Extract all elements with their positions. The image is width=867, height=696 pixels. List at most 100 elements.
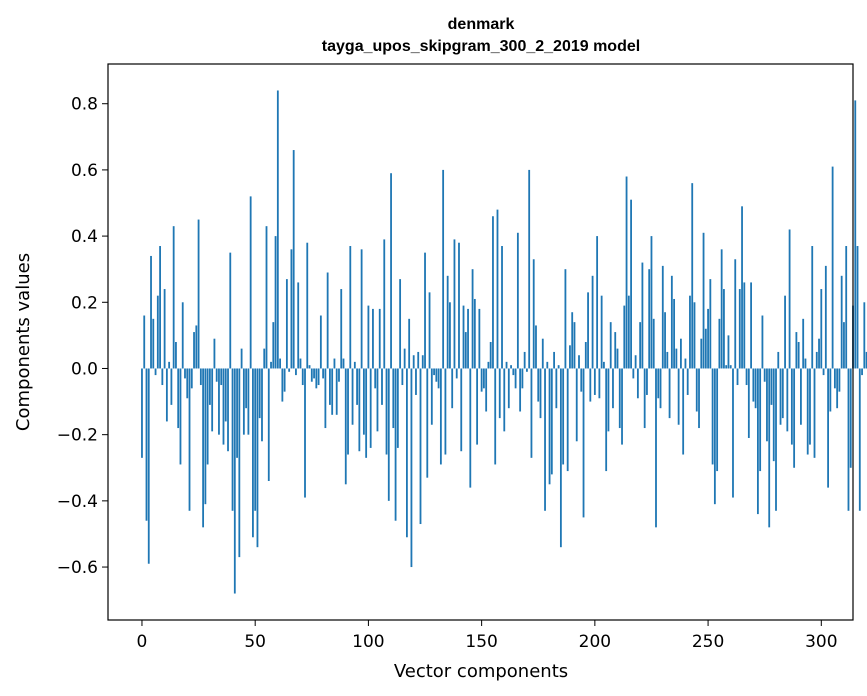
bar-40 [231,368,234,511]
bar-73 [306,242,309,369]
bar-318 [861,368,863,376]
bar-99 [365,368,368,458]
bar-25 [197,219,200,369]
bar-247 [700,338,703,369]
bar-243 [691,183,694,369]
y-tick-label: 0.0 [71,359,98,379]
bar-288 [793,368,796,468]
bar-320 [865,351,867,369]
bar-289 [795,332,798,369]
bar-309 [840,275,843,369]
bar-168 [521,368,524,389]
bar-257 [723,289,725,369]
x-tick-label: 50 [244,632,266,652]
bar-166 [516,232,519,369]
bar-307 [836,368,839,409]
bar-191 [573,322,576,369]
bar-43 [238,368,241,558]
bar-300 [820,289,823,369]
bar-145 [469,368,472,488]
bar-69 [297,282,300,369]
bar-308 [838,368,841,392]
bar-64 [285,279,288,369]
bar-42 [236,368,238,458]
bar-67 [292,150,295,369]
bar-295 [809,368,811,445]
bar-146 [471,269,474,369]
bar-28 [204,368,207,505]
bar-225 [650,236,653,369]
bar-44 [240,348,243,369]
bar-311 [845,246,848,369]
bar-275 [763,368,766,382]
bar-272 [756,368,759,515]
bar-228 [657,368,660,399]
bar-223 [646,368,648,395]
bar-120 [412,355,415,369]
bar-221 [641,262,644,369]
bar-240 [684,358,687,369]
bar-118 [408,318,411,369]
bar-261 [732,368,734,498]
bar-315 [854,100,857,369]
bar-222 [643,368,646,429]
bar-200 [593,368,596,395]
bar-241 [686,368,689,395]
bar-101 [369,368,372,448]
bar-114 [399,279,402,369]
bar-150 [480,368,483,392]
bar-26 [199,368,202,386]
bar-227 [655,368,657,528]
bar-270 [752,368,755,402]
bar-282 [779,368,782,425]
bar-106 [381,368,383,405]
bar-50 [254,368,257,511]
bar-199 [591,275,594,369]
bar-155 [492,216,494,369]
bar-302 [824,265,827,369]
bar-75 [310,368,313,382]
bar-27 [202,368,205,528]
bar-12 [168,361,171,369]
chart-title: denmark [448,16,515,33]
bar-47 [247,368,250,435]
bar-180 [548,368,551,485]
bar-89 [342,358,345,369]
bar-245 [695,368,698,412]
bar-268 [747,368,750,438]
x-tick-label: 150 [465,632,497,652]
bar-77 [315,368,318,389]
bar-211 [618,368,621,429]
bar-293 [804,358,807,369]
bar-252 [711,368,714,465]
bar-30 [208,368,211,405]
bar-188 [566,368,569,472]
bar-232 [666,351,669,369]
bar-45 [242,368,245,435]
bar-132 [439,368,442,465]
bar-61 [279,358,281,369]
bar-94 [353,361,356,369]
bar-217 [632,368,635,379]
bar-34 [218,368,220,435]
bar-100 [367,305,370,369]
bar-274 [761,315,764,369]
bar-70 [299,358,302,369]
x-axis-label: Vector components [394,661,568,682]
bar-56 [267,368,270,481]
bar-98 [362,368,365,435]
bar-16 [177,368,180,429]
bar-74 [308,365,311,369]
bar-33 [215,368,218,382]
bar-271 [754,368,757,409]
bar-49 [252,368,254,538]
bar-78 [317,368,320,386]
bar-273 [759,368,762,472]
bar-317 [858,368,861,511]
bar-186 [562,368,565,465]
bar-79 [319,315,322,369]
bar-38 [227,368,229,452]
bar-176 [539,368,542,419]
bar-6 [154,368,157,376]
bar-135 [446,275,449,369]
